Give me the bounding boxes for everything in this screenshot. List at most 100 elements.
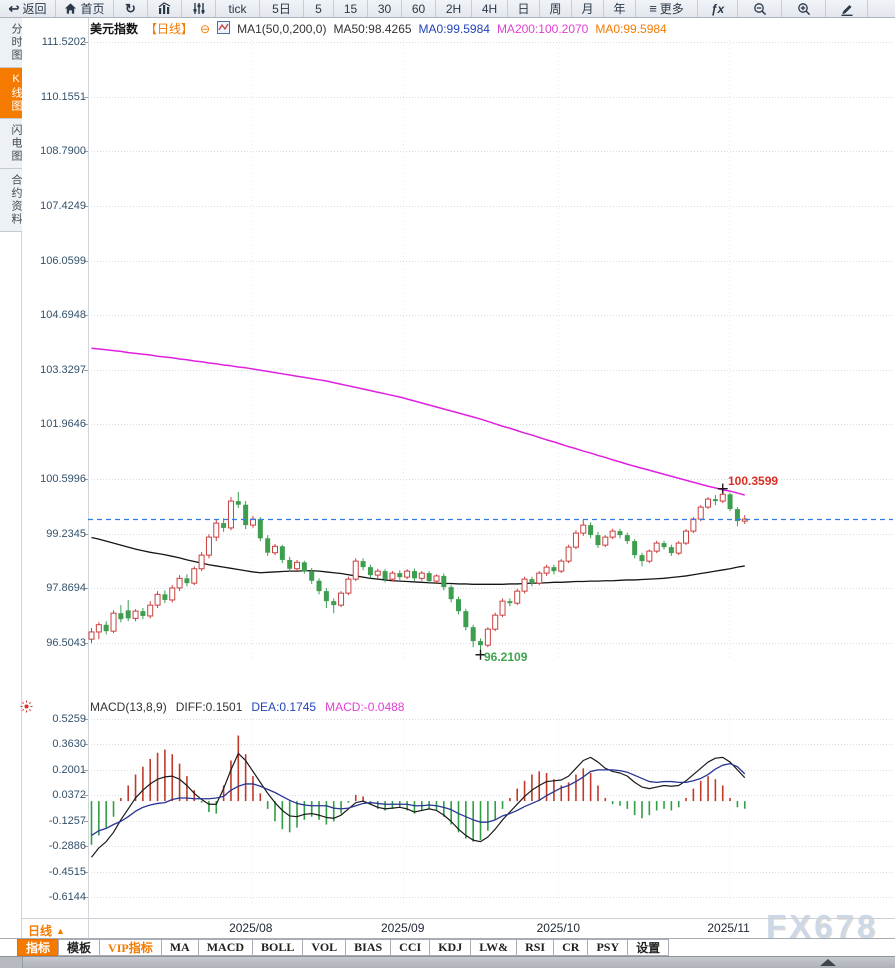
bottom-scrollbar[interactable] — [0, 956, 895, 968]
toolbar-button-30[interactable]: 30 — [368, 0, 402, 17]
toolbar-button-label: 月 — [581, 1, 594, 16]
main-y-tick-label: 104.6948 — [40, 309, 86, 322]
toolbar-button-label: 2H — [445, 1, 462, 16]
mini-kline-icon[interactable] — [217, 20, 231, 37]
sidebar-tab-分时图[interactable]: 分时图 — [0, 18, 22, 68]
high-price-label: 100.3599 — [728, 474, 779, 488]
toolbar-button-4h[interactable]: 4H — [472, 0, 508, 17]
indicator-tab-CR[interactable]: CR — [553, 939, 589, 956]
period-label[interactable]: 【日线】 — [145, 22, 194, 36]
bottom-toolbar: 指标 模板 VIP指标 MA MACD BOLL VOL BIAS CCI KDJ LW& RSI CR… — [17, 939, 670, 956]
indicator-tab-指标[interactable]: 指标 — [17, 939, 60, 956]
refresh-icon: ↻ — [125, 1, 136, 16]
toolbar-button-label: 返回 — [22, 1, 47, 16]
toolbar-button-label: 年 — [613, 1, 626, 16]
toolbar-button-sliders[interactable] — [182, 0, 216, 17]
toolbar-button-label: 60 — [411, 1, 426, 16]
macd-y-tick-label: 0.2001 — [52, 763, 86, 776]
indicator-tab-BIAS[interactable]: BIAS — [345, 939, 392, 956]
toolbar-button-60[interactable]: 60 — [402, 0, 436, 17]
ma-settings: MA1(50,0,200,0) — [237, 21, 327, 36]
toolbar-button-kline[interactable] — [148, 0, 182, 17]
zoom-out-icon — [753, 2, 767, 16]
toolbar-button-月[interactable]: 月 — [572, 0, 604, 17]
main-y-tick-label: 96.5043 — [46, 637, 86, 649]
symbol-name: 美元指数 — [90, 22, 139, 36]
period-selector[interactable]: 日线 ▲ — [28, 922, 65, 939]
indicator-tab-MACD[interactable]: MACD — [197, 939, 254, 956]
low-price-label: 96.2109 — [484, 650, 528, 664]
indicator-settings-icon[interactable] — [20, 700, 33, 718]
sidebar-tab-K线图[interactable]: K线图 — [0, 68, 22, 119]
axis-divider — [0, 918, 895, 919]
toolbar-button-zoom-out[interactable] — [738, 0, 782, 17]
toolbar-button-首页[interactable]: 首页 — [56, 0, 114, 17]
main-y-tick-label: 103.3297 — [40, 363, 86, 376]
indicator-tab-CCI[interactable]: CCI — [390, 939, 431, 956]
chart-header: 美元指数 【日线】 ⊖ MA1(50,0,200,0) MA50:98.4265… — [90, 20, 667, 37]
toolbar-button-年[interactable]: 年 — [604, 0, 636, 17]
toolbar-button-label: ƒx — [710, 1, 725, 16]
watermark: FX678 — [766, 908, 879, 945]
main-y-tick-label: 100.5996 — [40, 473, 86, 486]
sidebar-tab-闪电图[interactable]: 闪电图 — [0, 119, 22, 169]
main-y-tick-label: 110.1551 — [40, 90, 86, 103]
indicator-tab-VIP指标[interactable]: VIP指标 — [99, 939, 162, 956]
ma0-blue-value: MA0:99.5984 — [418, 21, 490, 36]
toolbar-button-15[interactable]: 15 — [334, 0, 368, 17]
left-sidebar: 分时图 K线图 闪电图 合约资料 — [0, 18, 22, 938]
chevron-up-icon: ▲ — [56, 925, 65, 936]
toolbar-button-label: 5日 — [272, 1, 291, 16]
indicator-tab-MA[interactable]: MA — [160, 939, 199, 956]
indicator-tab-BOLL[interactable]: BOLL — [252, 939, 304, 956]
indicator-tab-VOL[interactable]: VOL — [302, 939, 347, 956]
x-axis-month-label: 2025/11 — [707, 921, 750, 935]
macd-diff-value: DIFF:0.1501 — [175, 700, 243, 714]
toolbar-button-返回[interactable]: ↩ 返回 — [0, 0, 56, 17]
toolbar-button-label: 30 — [377, 1, 392, 16]
toolbar-button-refresh[interactable]: ↻ — [114, 0, 148, 17]
toolbar-button-label: tick — [228, 1, 247, 16]
toolbar-button-tick[interactable]: tick — [216, 0, 260, 17]
macd-y-tick-label: -0.4515 — [48, 865, 86, 878]
macd-dea-value: DEA:0.1745 — [251, 700, 317, 714]
toolbar-button-5[interactable]: 5 — [304, 0, 334, 17]
toolbar-button-日[interactable]: 日 — [508, 0, 540, 17]
collapse-handle[interactable] — [820, 959, 836, 966]
macd-y-tick-label: -0.1257 — [48, 814, 86, 827]
toolbar-button-label: 周 — [549, 1, 562, 16]
macd-y-tick-label: 0.0372 — [52, 789, 86, 802]
macd-y-tick-label: 0.3630 — [52, 738, 86, 751]
toolbar-button-5日[interactable]: 5日 — [260, 0, 304, 17]
draw-pen-icon — [840, 2, 854, 16]
indicator-tab-设置[interactable]: 设置 — [627, 939, 670, 956]
toolbar-button-draw-pen[interactable] — [826, 0, 868, 17]
toolbar-button-更多[interactable]: ≡ 更多 — [636, 0, 698, 17]
main-y-tick-label: 108.7900 — [40, 145, 86, 158]
macd-y-tick-label: 0.5259 — [52, 713, 86, 725]
toolbar-button-2h[interactable]: 2H — [436, 0, 472, 17]
ma200-value: MA200:100.2070 — [496, 21, 589, 36]
toolbar-button-label: 15 — [343, 1, 358, 16]
sidebar-tab-合约资料[interactable]: 合约资料 — [0, 169, 22, 232]
indicator-tab-LW&[interactable]: LW& — [470, 939, 518, 956]
toolbar-button-zoom-in[interactable] — [782, 0, 826, 17]
indicator-tab-RSI[interactable]: RSI — [516, 939, 555, 956]
toolbar-button-label: 4H — [481, 1, 498, 16]
sliders-icon — [192, 2, 206, 15]
macd-y-tick-label: -0.6144 — [48, 891, 86, 903]
indicator-tab-KDJ[interactable]: KDJ — [429, 939, 472, 956]
top-toolbar: ↩ 返回 首页 ↻ tick 5日 5 15 30 60 2H 4H 日 周 月 年 ≡ 更多 ƒx — [0, 0, 895, 18]
toolbar-button-周[interactable]: 周 — [540, 0, 572, 17]
macd-value: MACD:-0.0488 — [325, 700, 405, 714]
macd-formula: MACD(13,8,9) — [90, 700, 167, 714]
toolbar-button-ƒx[interactable]: ƒx — [698, 0, 738, 17]
indicator-tab-PSY[interactable]: PSY — [587, 939, 629, 956]
main-y-tick-label: 99.2345 — [46, 527, 86, 540]
indicator-edit-icon[interactable]: ⊖ — [200, 21, 211, 36]
ma0-orange-value: MA0:99.5984 — [595, 21, 667, 36]
scrollbar-left-button[interactable] — [0, 957, 23, 968]
indicator-tab-模板[interactable]: 模板 — [58, 939, 101, 956]
